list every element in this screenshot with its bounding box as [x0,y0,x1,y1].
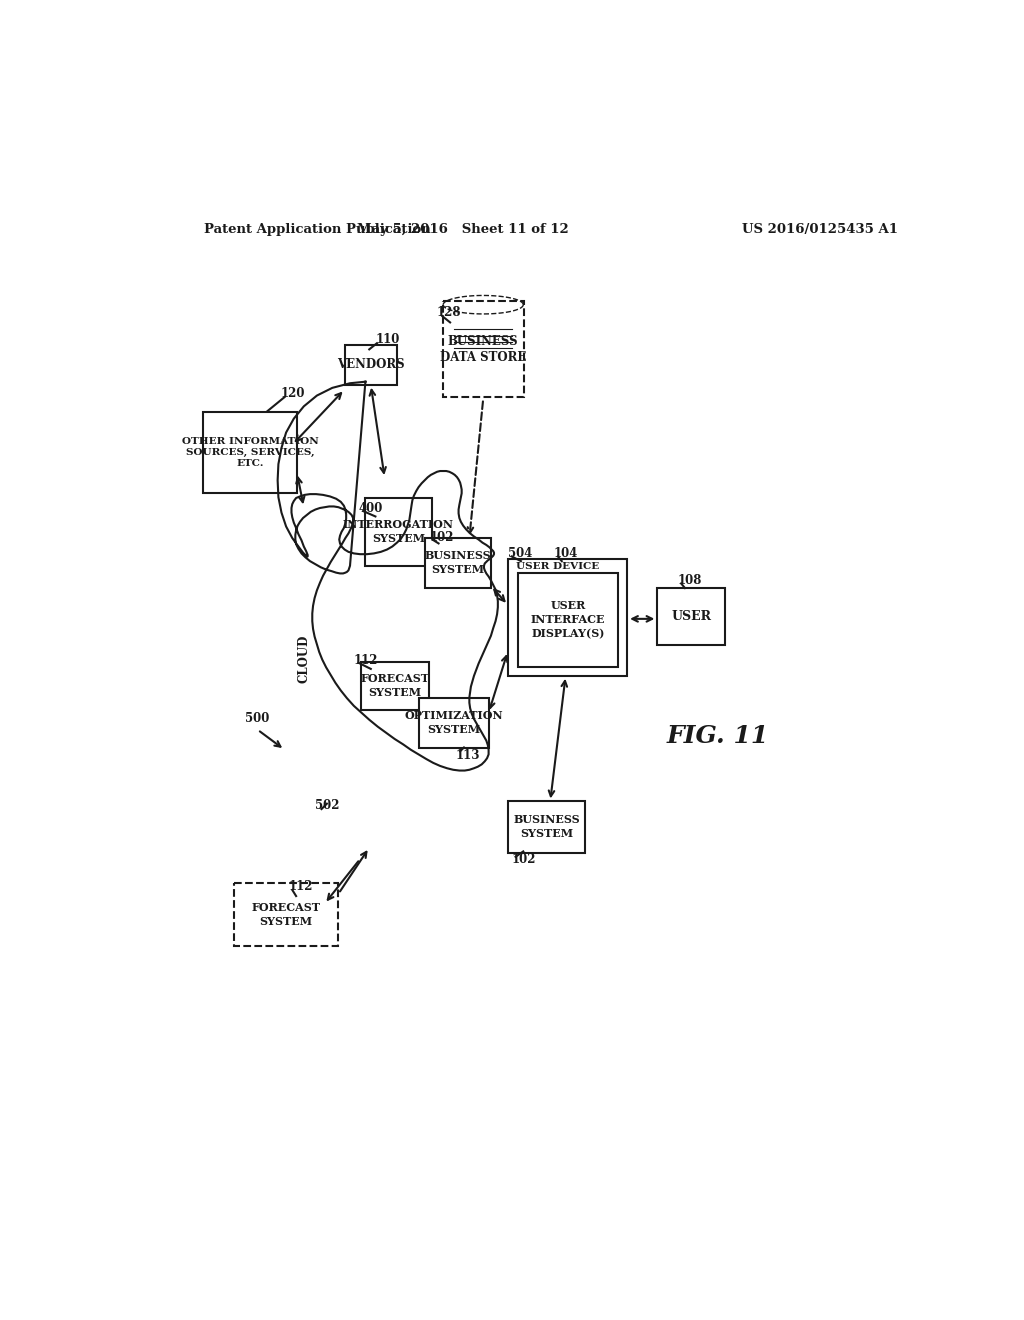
Text: May 5, 2016   Sheet 11 of 12: May 5, 2016 Sheet 11 of 12 [357,223,569,236]
Text: USER
INTERFACE
DISPLAY(S): USER INTERFACE DISPLAY(S) [530,601,605,639]
Text: INTERROGATION
SYSTEM: INTERROGATION SYSTEM [343,520,454,544]
Text: 113: 113 [456,748,480,762]
Text: 102: 102 [512,853,537,866]
Text: 110: 110 [376,333,399,346]
Text: 502: 502 [315,799,340,812]
Text: VENDORS: VENDORS [337,358,404,371]
Text: 128: 128 [437,306,462,319]
FancyBboxPatch shape [365,498,432,566]
Text: 504: 504 [508,546,532,560]
Text: OPTIMIZATION
SYSTEM: OPTIMIZATION SYSTEM [404,710,503,735]
FancyBboxPatch shape [360,663,429,710]
Text: FIG. 11: FIG. 11 [667,723,768,748]
FancyBboxPatch shape [657,587,725,645]
Text: US 2016/0125435 A1: US 2016/0125435 A1 [741,223,898,236]
Text: USER DEVICE: USER DEVICE [515,562,599,572]
Text: 108: 108 [677,574,701,587]
Text: FORECAST
SYSTEM: FORECAST SYSTEM [252,902,321,927]
Text: BUSINESS
DATA STORE: BUSINESS DATA STORE [440,335,526,364]
FancyBboxPatch shape [345,345,397,385]
Text: OTHER INFORMATION
SOURCES, SERVICES,
ETC.: OTHER INFORMATION SOURCES, SERVICES, ETC… [181,437,318,469]
Text: CLOUD: CLOUD [297,635,310,682]
Text: 500: 500 [245,713,269,726]
FancyBboxPatch shape [234,883,338,946]
Text: 112: 112 [354,653,378,667]
Text: 400: 400 [358,502,383,515]
FancyBboxPatch shape [425,537,490,587]
Text: BUSINESS
SYSTEM: BUSINESS SYSTEM [425,550,492,576]
Text: FORECAST
SYSTEM: FORECAST SYSTEM [360,673,429,698]
FancyBboxPatch shape [508,800,585,853]
Text: BUSINESS
SYSTEM: BUSINESS SYSTEM [513,814,580,840]
FancyBboxPatch shape [518,573,617,667]
FancyBboxPatch shape [508,558,628,676]
Text: 120: 120 [281,387,305,400]
FancyBboxPatch shape [442,301,523,397]
Text: 102: 102 [429,531,454,544]
Text: USER: USER [671,610,711,623]
Text: 112: 112 [289,879,313,892]
Text: Patent Application Publication: Patent Application Publication [204,223,430,236]
FancyBboxPatch shape [203,412,297,492]
Text: 104: 104 [554,546,579,560]
FancyBboxPatch shape [419,698,488,748]
